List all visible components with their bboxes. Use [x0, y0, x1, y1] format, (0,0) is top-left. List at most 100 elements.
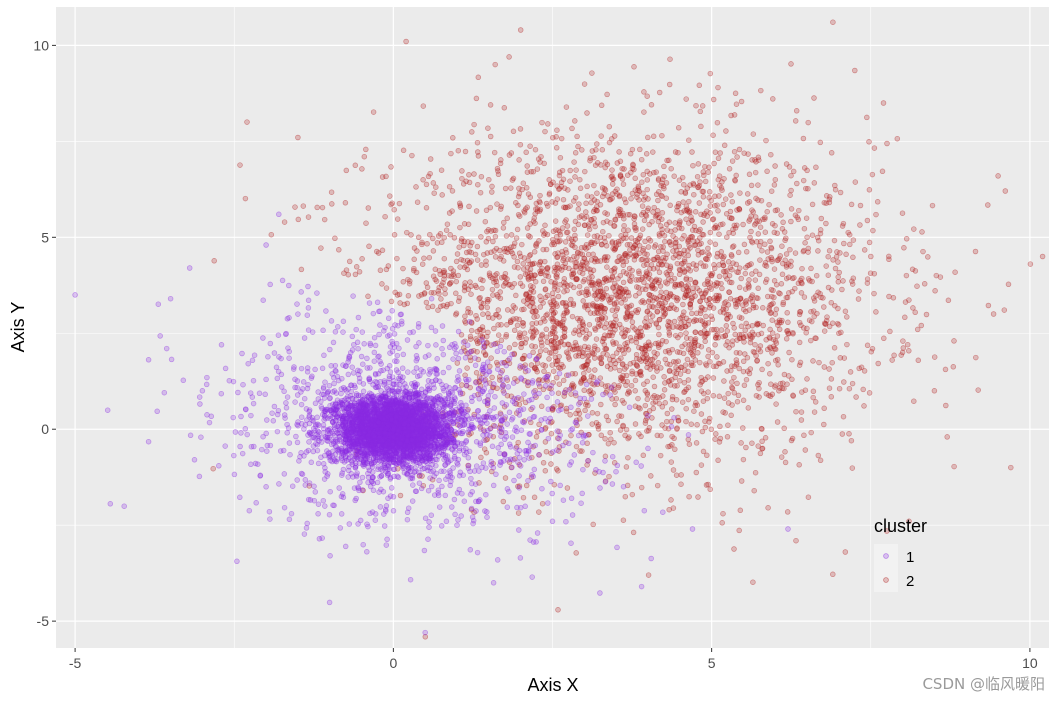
data-point-cluster-2	[430, 235, 436, 242]
data-point-cluster-2	[594, 410, 601, 417]
data-point-cluster-2	[550, 303, 556, 309]
data-point-cluster-2	[818, 215, 825, 222]
data-point-cluster-2	[608, 294, 615, 301]
data-point-cluster-2	[502, 248, 508, 255]
data-point-cluster-2	[660, 244, 666, 250]
data-point-cluster-2	[767, 238, 773, 245]
data-point-cluster-2	[666, 276, 672, 282]
data-point-cluster-2	[571, 346, 578, 353]
data-point-cluster-2	[740, 221, 746, 228]
data-point-cluster-2	[717, 150, 723, 156]
data-point-cluster-2	[658, 244, 664, 250]
data-point-cluster-2	[527, 283, 534, 289]
data-point-cluster-2	[902, 314, 908, 321]
data-point-cluster-2	[397, 492, 404, 499]
data-point-cluster-2	[864, 114, 870, 121]
data-point-cluster-2	[486, 272, 493, 279]
data-point-cluster-2	[318, 245, 324, 251]
data-point-cluster-2	[541, 232, 547, 238]
data-point-cluster-2	[553, 466, 560, 472]
data-point-cluster-2	[540, 377, 546, 383]
data-point-cluster-2	[675, 125, 682, 131]
data-point-cluster-2	[388, 298, 395, 305]
data-point-cluster-2	[556, 364, 562, 371]
data-point-cluster-2	[512, 341, 518, 348]
data-point-cluster-2	[618, 237, 624, 244]
data-point-cluster-2	[826, 196, 833, 203]
data-point-cluster-2	[585, 251, 592, 258]
data-point-cluster-2	[685, 282, 691, 288]
data-point-cluster-2	[352, 162, 359, 169]
data-point-cluster-2	[783, 294, 790, 301]
data-point-cluster-2	[705, 281, 711, 288]
data-point-cluster-2	[602, 346, 608, 352]
data-point-cluster-2	[520, 494, 527, 501]
data-point-cluster-2	[581, 222, 588, 228]
data-point-cluster-2	[830, 257, 836, 263]
data-point-cluster-2	[611, 223, 618, 229]
data-point-cluster-2	[624, 378, 631, 385]
data-point-cluster-2	[692, 209, 699, 215]
data-point-cluster-2	[733, 349, 740, 356]
data-point-cluster-2	[464, 365, 470, 371]
data-point-cluster-2	[425, 304, 431, 311]
data-point-cluster-2	[618, 233, 624, 239]
data-point-cluster-2	[634, 362, 640, 369]
data-point-cluster-2	[740, 425, 746, 431]
data-point-cluster-2	[636, 290, 642, 296]
data-point-cluster-2	[681, 379, 688, 386]
data-point-cluster-2	[467, 336, 474, 342]
data-point-cluster-2	[616, 321, 623, 328]
data-point-cluster-2	[728, 215, 735, 221]
data-point-cluster-2	[575, 407, 581, 414]
data-point-cluster-2	[755, 154, 762, 161]
data-point-cluster-2	[553, 273, 559, 279]
data-point-cluster-2	[1002, 188, 1009, 194]
data-point-cluster-2	[709, 316, 716, 323]
data-point-cluster-2	[633, 371, 639, 377]
data-point-cluster-2	[572, 150, 579, 156]
data-point-cluster-2	[608, 174, 615, 180]
data-point-cluster-2	[577, 185, 584, 192]
data-point-cluster-2	[268, 231, 275, 238]
data-point-cluster-2	[740, 397, 747, 404]
data-point-cluster-2	[449, 188, 456, 194]
data-point-cluster-2	[708, 286, 714, 292]
data-point-cluster-2	[719, 285, 725, 292]
data-point-cluster-2	[595, 278, 602, 284]
data-point-cluster-2	[525, 191, 532, 197]
data-point-cluster-2	[665, 443, 671, 450]
data-point-cluster-2	[579, 270, 586, 277]
data-point-cluster-2	[708, 313, 715, 319]
data-point-cluster-2	[868, 348, 875, 355]
data-point-cluster-2	[634, 363, 641, 369]
data-point-cluster-2	[702, 338, 708, 345]
data-point-cluster-2	[821, 421, 827, 428]
data-point-cluster-2	[321, 216, 328, 223]
data-point-cluster-2	[768, 245, 775, 252]
data-point-cluster-2	[701, 390, 707, 397]
data-point-cluster-2	[537, 258, 544, 265]
data-point-cluster-2	[404, 300, 411, 307]
data-point-cluster-2	[766, 201, 772, 208]
data-point-cluster-2	[319, 204, 326, 211]
data-point-cluster-2	[629, 319, 636, 325]
data-point-cluster-2	[575, 206, 582, 212]
data-point-cluster-2	[642, 342, 649, 348]
data-point-cluster-2	[503, 245, 510, 252]
data-point-cluster-2	[561, 316, 567, 322]
data-point-cluster-2	[747, 366, 754, 372]
data-point-cluster-2	[757, 343, 764, 349]
data-point-cluster-2	[628, 273, 635, 280]
data-point-cluster-2	[623, 343, 630, 350]
data-point-cluster-2	[853, 394, 859, 400]
data-point-cluster-2	[514, 258, 521, 265]
data-point-cluster-2	[517, 280, 524, 287]
data-point-cluster-2	[635, 395, 641, 402]
data-point-cluster-2	[527, 303, 533, 309]
data-point-cluster-2	[623, 303, 630, 310]
data-point-cluster-2	[644, 324, 651, 330]
data-point-cluster-2	[519, 356, 526, 362]
grid-lines	[56, 7, 1049, 648]
data-point-cluster-2	[703, 256, 709, 262]
